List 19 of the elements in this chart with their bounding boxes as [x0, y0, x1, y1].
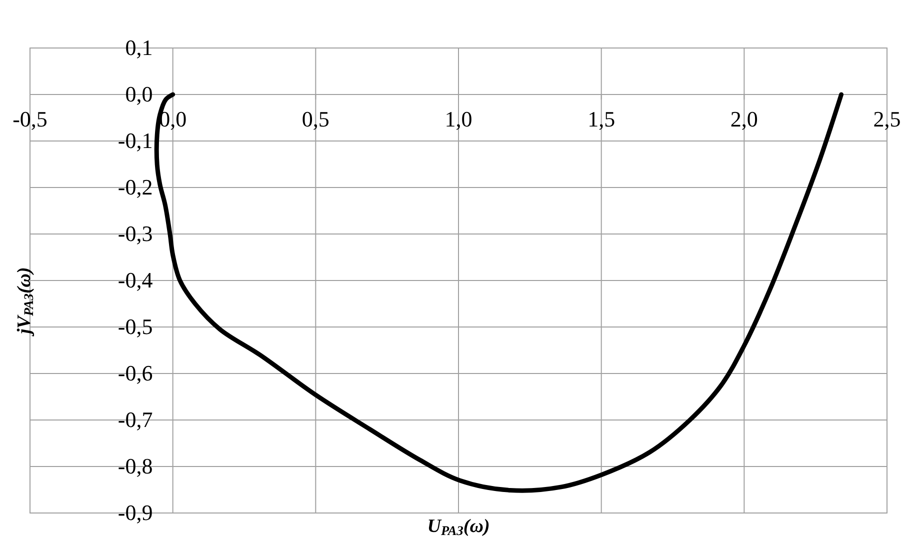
x-tick-label: -0,5	[12, 106, 48, 132]
line-series	[154, 92, 844, 493]
y-tick-label: -0,8	[118, 454, 153, 479]
y-tick-label: -0,9	[118, 500, 153, 526]
y-tick-label: -0,6	[118, 360, 153, 386]
x-axis-title: U$_{РАЗ}$(ω)	[427, 516, 490, 538]
y-tick-label: -0,7	[118, 407, 153, 432]
x-tick-label: 2,5	[873, 106, 901, 132]
x-tick-label: 2,0	[730, 106, 758, 132]
y-tick-label: -0,5	[118, 314, 153, 340]
x-tick-label: 0,5	[302, 106, 330, 132]
y-tick-label: -0,1	[118, 128, 153, 154]
y-tick-label: -0,2	[118, 174, 153, 200]
y-tick-label: -0,3	[118, 221, 153, 246]
x-tick-label: 1,5	[588, 106, 616, 132]
x-tick-label: 1,0	[444, 106, 472, 132]
y-tick-label: 0,1	[125, 35, 153, 60]
y-tick-label: 0,0	[125, 82, 153, 107]
y-tick-label: -0,4	[118, 268, 153, 293]
